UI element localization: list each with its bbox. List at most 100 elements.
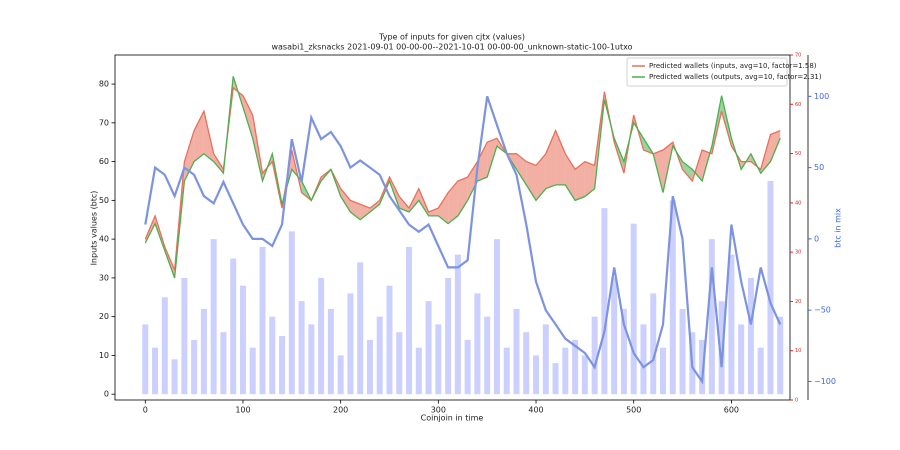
bar bbox=[513, 308, 520, 395]
bar bbox=[318, 277, 325, 395]
series-line bbox=[144, 76, 781, 279]
legend-label: Predicted wallets (outputs, avg=10, fact… bbox=[649, 73, 822, 81]
bar bbox=[327, 308, 334, 395]
y-tick-label: 20 bbox=[99, 312, 109, 321]
bar bbox=[699, 339, 706, 395]
y2-tick-label: 0 bbox=[795, 398, 798, 404]
bar bbox=[503, 347, 510, 395]
fill-between bbox=[526, 161, 537, 201]
bar bbox=[767, 180, 774, 395]
x-tick-label: 300 bbox=[431, 406, 446, 415]
bar bbox=[308, 324, 315, 395]
bar bbox=[445, 277, 452, 395]
fill-between bbox=[428, 208, 439, 216]
y-tick-label: 80 bbox=[99, 80, 109, 89]
bar bbox=[757, 347, 764, 395]
y-tick-label: 10 bbox=[99, 351, 109, 360]
bar bbox=[279, 336, 286, 395]
y3-tick-label: 0 bbox=[814, 234, 819, 243]
bar bbox=[777, 316, 784, 395]
bar bbox=[708, 239, 715, 395]
bar bbox=[630, 223, 637, 395]
y2-tick-label: 60 bbox=[795, 102, 801, 108]
series-line bbox=[144, 86, 781, 271]
bar bbox=[357, 262, 364, 395]
bar bbox=[542, 324, 549, 395]
fill-between bbox=[350, 200, 361, 220]
fill-between bbox=[242, 95, 253, 139]
fill-between bbox=[682, 161, 693, 181]
bar bbox=[464, 339, 471, 395]
legend-box bbox=[626, 57, 788, 87]
bar bbox=[142, 324, 149, 395]
bar bbox=[679, 308, 686, 395]
y3-tick-label: −50 bbox=[814, 306, 831, 315]
bar bbox=[239, 285, 246, 395]
bar bbox=[601, 208, 608, 395]
bar bbox=[523, 332, 530, 395]
y-tick-label: 40 bbox=[99, 235, 109, 244]
bar bbox=[249, 347, 256, 395]
bar bbox=[454, 254, 461, 395]
y3-tick-label: −100 bbox=[814, 377, 836, 386]
bar bbox=[181, 277, 188, 395]
bar bbox=[230, 258, 237, 395]
fill-between bbox=[194, 111, 204, 162]
x-tick-label: 0 bbox=[143, 406, 148, 415]
bar bbox=[493, 239, 500, 395]
bar bbox=[650, 293, 657, 395]
fill-between bbox=[770, 130, 781, 162]
bar bbox=[552, 363, 559, 395]
bar bbox=[259, 246, 266, 395]
bar bbox=[591, 316, 598, 395]
x-tick-label: 500 bbox=[626, 406, 641, 415]
bar bbox=[347, 293, 354, 395]
y-tick-label: 0 bbox=[104, 390, 109, 399]
x-axis-label: Coinjoin in time bbox=[421, 414, 484, 423]
y2-tick-label: 10 bbox=[795, 348, 801, 354]
plot-frame bbox=[114, 54, 791, 401]
fill-between bbox=[438, 192, 449, 224]
y-tick-label: 50 bbox=[99, 196, 109, 205]
bar bbox=[669, 200, 676, 395]
bar bbox=[386, 285, 393, 395]
x-tick-label: 600 bbox=[724, 406, 739, 415]
fill-between bbox=[516, 153, 527, 185]
bar bbox=[171, 359, 178, 395]
fill-between bbox=[467, 161, 478, 201]
bar bbox=[738, 324, 745, 395]
bar bbox=[337, 355, 344, 395]
bar bbox=[620, 308, 627, 395]
bar bbox=[415, 347, 422, 395]
bar bbox=[660, 347, 667, 395]
chart-title: Type of inputs for given cjtx (values) bbox=[378, 33, 525, 42]
y2-tick-label: 50 bbox=[795, 151, 801, 157]
bar bbox=[161, 297, 168, 395]
y2-tick-label: 30 bbox=[795, 250, 801, 256]
y-tick-label: 30 bbox=[99, 273, 109, 282]
bar bbox=[366, 339, 373, 395]
x-tick-label: 100 bbox=[235, 406, 250, 415]
bar bbox=[435, 324, 442, 395]
fill-between bbox=[477, 142, 488, 181]
bar bbox=[562, 347, 569, 395]
bar bbox=[572, 339, 579, 395]
bar bbox=[474, 293, 481, 395]
fill-between bbox=[536, 153, 546, 201]
fill-between bbox=[340, 188, 351, 212]
y2-tick-label: 70 bbox=[795, 53, 801, 59]
bar bbox=[718, 301, 725, 395]
y-axis-label: Inputs values (btc) bbox=[90, 191, 99, 266]
y3-axis-label: btc in mix bbox=[834, 208, 843, 248]
bar bbox=[210, 239, 217, 395]
bar bbox=[406, 246, 413, 395]
series-line bbox=[144, 95, 782, 385]
bar bbox=[200, 308, 207, 395]
fill-between bbox=[457, 177, 468, 216]
bar bbox=[611, 277, 618, 395]
fill-between bbox=[360, 204, 370, 220]
bar bbox=[533, 355, 540, 395]
chart-subtitle: wasabi1_zksnacks 2021-09-01 00-00-00--20… bbox=[271, 43, 632, 52]
bar bbox=[581, 355, 588, 395]
